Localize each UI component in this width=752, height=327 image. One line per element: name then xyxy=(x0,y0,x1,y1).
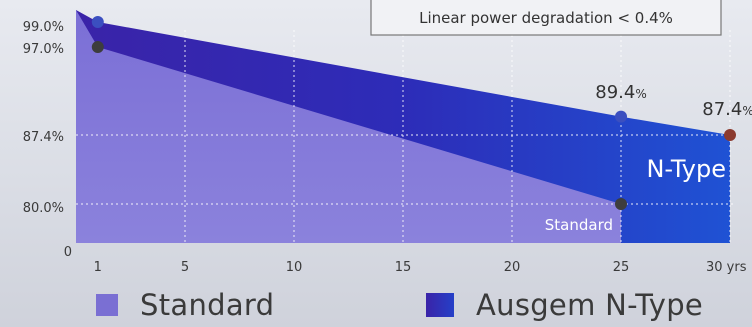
data-label-30: 87.4% xyxy=(702,99,752,120)
x-tick-label: 20 xyxy=(504,260,521,275)
ntype-point-25 xyxy=(615,110,627,123)
annotation-text: Linear power degradation < 0.4% xyxy=(419,9,673,27)
x-tick-label: 25 xyxy=(613,260,630,275)
degradation-chart: 080.0%87.4%97.0%99.0%1 5 10 15 20 25 30 yrs89.… xyxy=(23,0,752,275)
data-label-25: 89.4% xyxy=(595,82,646,103)
x-tick-label: 30 yrs xyxy=(706,260,747,275)
y-tick-label: 99.0% xyxy=(23,20,64,35)
x-tick-label: 10 xyxy=(286,260,303,275)
annotation-box xyxy=(370,0,722,36)
x-tick-label: 5 xyxy=(181,260,189,275)
legend-swatch-ntype xyxy=(426,293,454,317)
ntype-end-label: N-Type xyxy=(646,155,726,183)
standard-area xyxy=(76,10,621,243)
standard-point-25 xyxy=(615,198,627,210)
legend-swatch-standard xyxy=(96,294,118,316)
ntype-point-30 xyxy=(724,129,736,141)
x-tick-label: 1 xyxy=(94,260,102,275)
x-tick-label: 15 xyxy=(395,260,412,275)
ntype-point-1 xyxy=(91,16,104,28)
legend-label-ntype: Ausgem N-Type xyxy=(476,288,704,322)
y-tick-label: 80.0% xyxy=(23,201,64,216)
legend-item-ntype: Ausgem N-Type xyxy=(426,288,703,322)
standard-end-label: Standard xyxy=(545,216,613,234)
standard-point-1 xyxy=(91,41,104,53)
y-tick-label: 97.0% xyxy=(23,42,64,57)
legend-label-standard: Standard xyxy=(140,288,275,322)
y-tick-label: 87.4% xyxy=(23,130,64,145)
legend-item-standard: Standard xyxy=(96,288,274,322)
y-tick-label: 0 xyxy=(64,245,72,260)
